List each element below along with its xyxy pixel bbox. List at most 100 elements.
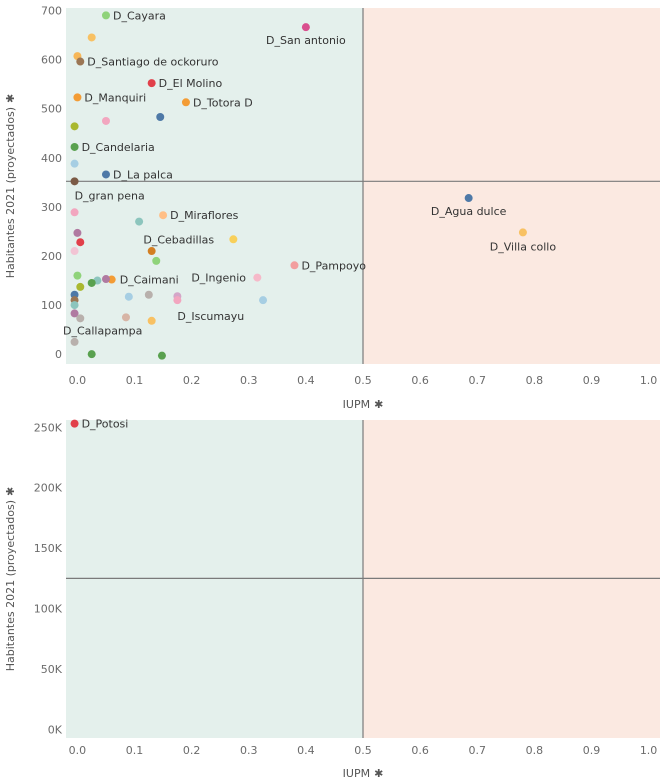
x-tick-label: 0.2: [183, 744, 201, 757]
x-axis-ticks: 0.0 0.1 0.2 0.3 0.4 0.5 0.6 0.7 0.8 0.9 1.0: [69, 374, 658, 387]
x-axis-title: IUPM ✱: [343, 767, 384, 780]
data-point: [290, 261, 299, 270]
data-point: [147, 316, 156, 325]
data-point: [70, 309, 79, 318]
data-point: [259, 296, 268, 305]
data-label: D_Ingenio: [191, 272, 246, 285]
data-point: [159, 211, 168, 220]
data-labels: D_Cayara D_San antonio D_Santiago de ockor…: [63, 9, 556, 337]
y-tick-label: 300: [41, 201, 62, 214]
data-point: [101, 116, 110, 125]
data-point: [70, 122, 79, 131]
data-label: D_El Molino: [159, 77, 223, 90]
data-point: [135, 217, 144, 226]
data-point: [152, 256, 161, 265]
x-tick-label: 0.7: [468, 374, 486, 387]
data-point: [156, 113, 165, 122]
data-point: [87, 350, 96, 359]
scatter-panel-bottom: 0K 50K 100K 150K 200K 250K 0.0 0.1 0.2 0.3 0.4 0.5…: [4, 418, 660, 780]
x-tick-label: 0.8: [526, 744, 544, 757]
x-tick-label: 0.3: [240, 744, 258, 757]
data-label: D_Callapampa: [63, 324, 142, 337]
quadrant-left-region: [66, 8, 363, 364]
data-label: D_Totora D: [193, 96, 253, 109]
data-point: [301, 23, 310, 32]
data-point: [101, 11, 110, 20]
x-tick-label: 0.7: [468, 744, 486, 757]
data-point: [87, 33, 96, 42]
y-tick-label: 0: [55, 348, 62, 361]
y-axis-title: Habitantes 2021 (proyectados)✱: [4, 94, 17, 279]
x-tick-label: 0.5: [354, 744, 372, 757]
data-point: [73, 93, 82, 102]
data-point: [70, 177, 79, 186]
y-tick-label: 250K: [34, 421, 63, 434]
data-point: [101, 275, 110, 284]
y-tick-label: 400: [41, 152, 62, 165]
y-tick-label: 200K: [34, 482, 63, 495]
data-point: [253, 273, 262, 282]
data-labels: D_Potosi: [82, 418, 129, 431]
data-label: D_Pampoyo: [301, 259, 366, 272]
data-point: [124, 292, 133, 301]
y-tick-label: 700: [41, 4, 62, 17]
data-point: [70, 208, 79, 217]
x-tick-label: 0.6: [411, 744, 429, 757]
data-point: [70, 301, 79, 310]
data-point: [121, 313, 130, 322]
data-label: D_Cebadillas: [143, 233, 214, 246]
data-label: D_Iscumayu: [177, 310, 244, 323]
data-point: [70, 247, 79, 256]
data-point: [70, 159, 79, 168]
data-point: [147, 247, 156, 256]
data-point: [70, 419, 79, 428]
y-tick-label: 600: [41, 54, 62, 67]
data-point: [73, 271, 82, 280]
y-tick-label: 0K: [48, 724, 63, 737]
y-tick-label: 500: [41, 103, 62, 116]
data-point: [107, 275, 116, 284]
x-tick-label: 0.5: [354, 374, 372, 387]
data-point: [144, 290, 153, 299]
y-tick-label: 200: [41, 250, 62, 263]
data-label: D_Villa collo: [490, 240, 557, 253]
y-axis-ticks: 0 100 200 300 400 500 600 700: [41, 4, 62, 361]
data-point: [76, 57, 85, 66]
y-axis-title: Habitantes 2021 (proyectados)✱: [4, 487, 17, 672]
x-axis-ticks: 0.0 0.1 0.2 0.3 0.4 0.5 0.6 0.7 0.8 0.9 1.0: [69, 744, 658, 757]
data-point: [181, 98, 190, 107]
data-point: [70, 337, 79, 346]
x-tick-label: 0.6: [411, 374, 429, 387]
x-tick-label: 1.0: [640, 374, 658, 387]
x-tick-label: 0.1: [126, 744, 144, 757]
data-point: [87, 278, 96, 287]
data-label: D_Potosi: [82, 418, 129, 431]
data-point: [173, 296, 182, 305]
y-axis-ticks: 0K 50K 100K 150K 200K 250K: [34, 421, 63, 736]
data-label: D_San antonio: [266, 34, 346, 47]
quadrant-left-region: [66, 420, 363, 738]
data-points: [70, 11, 527, 360]
data-point: [76, 238, 85, 247]
data-point: [73, 228, 82, 237]
data-label: D_La palca: [113, 168, 173, 181]
data-label: D_Candelaria: [82, 141, 155, 154]
data-point: [70, 142, 79, 151]
data-point: [464, 194, 473, 203]
x-tick-label: 0.0: [69, 374, 87, 387]
x-tick-label: 0.3: [240, 374, 258, 387]
data-label: D_gran pena: [75, 189, 145, 202]
x-tick-label: 0.0: [69, 744, 87, 757]
quadrant-right-region: [363, 420, 660, 738]
x-tick-label: 0.9: [583, 744, 601, 757]
x-axis-title: IUPM ✱: [343, 398, 384, 411]
y-tick-label: 50K: [41, 663, 63, 676]
data-label: D_Caimani: [120, 274, 179, 287]
data-point: [157, 351, 166, 360]
x-tick-label: 0.2: [183, 374, 201, 387]
data-point: [518, 228, 527, 237]
x-tick-label: 0.9: [583, 374, 601, 387]
quadrant-right-region: [363, 8, 660, 364]
